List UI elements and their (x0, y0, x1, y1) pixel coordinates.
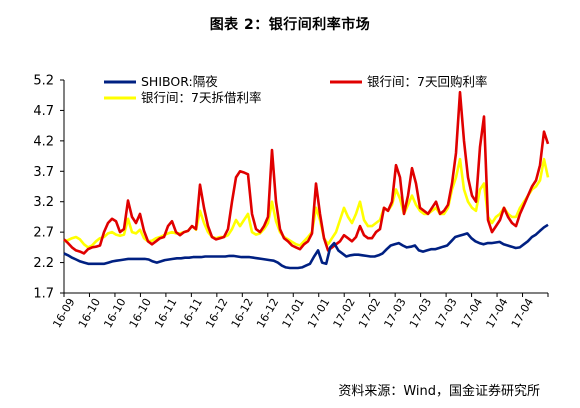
x-tick-label: 16-10 (101, 296, 128, 330)
x-tick-label: 16-10 (127, 296, 154, 330)
x-tick-label: 17-04 (458, 296, 485, 330)
y-tick-label: 5.2 (33, 74, 54, 89)
x-tick-label: 16-12 (203, 296, 230, 330)
x-tick-label: 17-02 (356, 296, 383, 330)
x-tick-label: 16-10 (76, 296, 103, 330)
x-tick-label: 17-03 (432, 296, 459, 330)
x-tick-label: 16-12 (229, 296, 256, 330)
x-axis: 16-0916-1016-1016-1016-1116-1116-1216-12… (50, 292, 549, 330)
series-line-lending (63, 157, 550, 249)
series-line-shibor (63, 223, 549, 270)
x-tick-label: 17-01 (280, 296, 307, 330)
x-tick-label: 17-04 (483, 296, 510, 330)
x-tick-label: 16-12 (254, 296, 281, 330)
y-tick-label: 3.7 (33, 165, 54, 180)
x-tick-label: 16-09 (50, 296, 77, 330)
source-note: 资料来源：Wind，国金证券研究所 (338, 384, 540, 399)
x-tick-label: 16-11 (178, 296, 205, 330)
y-tick-label: 2.7 (33, 226, 54, 241)
y-axis: 5.2 4.7 4.2 3.7 3.2 2.7 2.2 1.7 (33, 74, 65, 302)
chart-title: 图表 2：银行间利率市场 (209, 17, 371, 33)
x-tick-label: 17-03 (382, 296, 409, 330)
series-line-repo (63, 90, 550, 255)
y-tick-label: 3.2 (33, 195, 54, 210)
legend-label-shibor: SHIBOR:隔夜 (141, 74, 218, 89)
x-tick-label: 16-11 (152, 296, 179, 330)
x-tick-label: 17-04 (509, 296, 536, 330)
series-lines (63, 90, 550, 270)
x-tick-label: 17-02 (331, 296, 358, 330)
y-tick-label: 1.7 (33, 287, 54, 302)
y-tick-label: 4.7 (33, 104, 54, 119)
legend-label-lending: 银行间：7天拆借利率 (141, 90, 261, 105)
x-tick-label: 17-01 (305, 296, 332, 330)
legend-label-repo: 银行间：7天回购利率 (367, 74, 487, 89)
x-tick-label: 17-03 (407, 296, 434, 330)
y-tick-label: 2.2 (33, 256, 54, 271)
y-tick-label: 4.2 (33, 134, 54, 149)
